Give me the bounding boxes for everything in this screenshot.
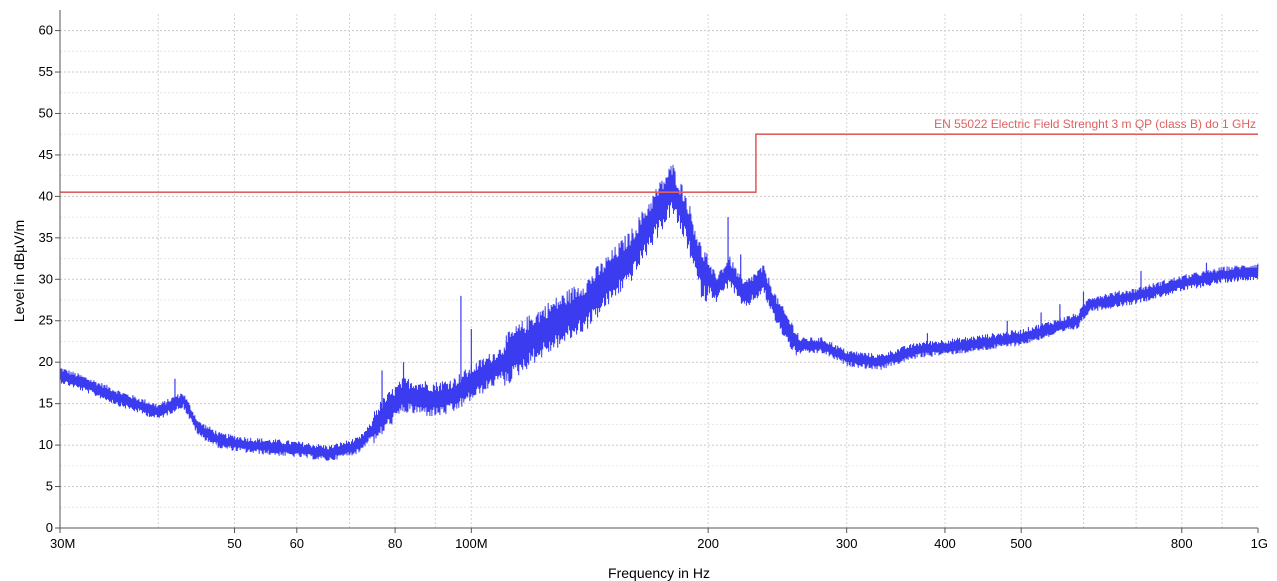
x-tick-label: 100M <box>455 536 488 551</box>
x-tick-label: 50 <box>227 536 241 551</box>
y-tick-label: 50 <box>39 105 53 120</box>
x-tick-label: 80 <box>388 536 402 551</box>
y-tick-label: 60 <box>39 23 53 38</box>
series-0-envelope <box>59 185 1259 455</box>
y-tick-label: 5 <box>46 479 53 494</box>
y-tick-label: 20 <box>39 354 53 369</box>
series-0-trace <box>59 164 1259 461</box>
axes <box>55 10 1259 533</box>
x-tick-label: 30M <box>50 536 75 551</box>
y-tick-label: 30 <box>39 271 53 286</box>
x-axis-title: Frequency in Hz <box>608 565 710 581</box>
x-tick-label: 200 <box>697 536 719 551</box>
y-tick-label: 10 <box>39 437 53 452</box>
x-tick-label: 300 <box>836 536 858 551</box>
y-tick-label: 0 <box>46 520 53 535</box>
y-tick-label: 35 <box>39 230 53 245</box>
x-tick-label: 60 <box>290 536 304 551</box>
y-tick-label: 55 <box>39 64 53 79</box>
y-tick-label: 15 <box>39 396 53 411</box>
limit-line-label: EN 55022 Electric Field Strenght 3 m QP … <box>934 117 1256 131</box>
y-tick-label: 40 <box>39 188 53 203</box>
labels: 0 5 10 15 20 25 30 35 40 45 50 55 60 30M 50 60 80 100M 200… <box>11 23 1268 581</box>
limit-layer: EN 55022 Electric Field Strenght 3 m QP … <box>60 117 1258 193</box>
series-layer <box>59 164 1259 461</box>
y-tick-label: 45 <box>39 147 53 162</box>
y-tick-label: 25 <box>39 313 53 328</box>
x-tick-label: 1G <box>1251 536 1268 551</box>
y-axis-title: Level in dBµV/m <box>11 220 27 322</box>
x-tick-label: 400 <box>934 536 956 551</box>
x-tick-label: 500 <box>1010 536 1032 551</box>
x-tick-label: 800 <box>1171 536 1193 551</box>
grid <box>60 14 1258 528</box>
limit-line <box>60 133 1258 193</box>
